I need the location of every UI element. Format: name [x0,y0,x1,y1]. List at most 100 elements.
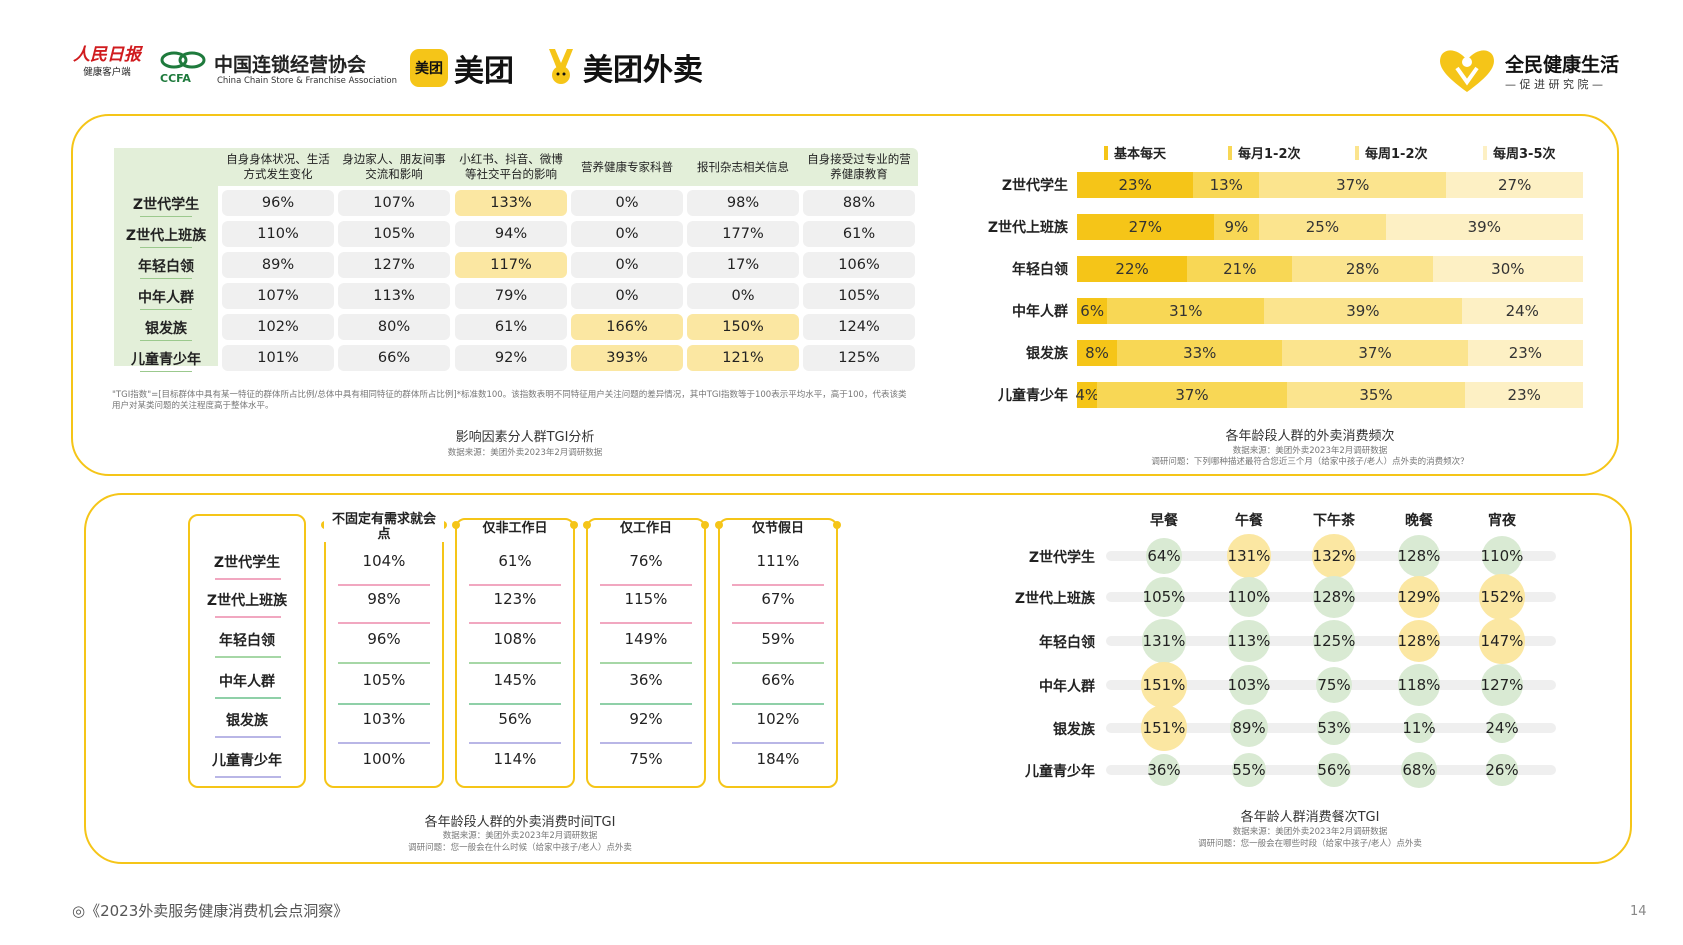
tgi-cell: 92% [455,345,567,371]
time-value-divider [338,703,430,705]
meal-bubble: 56% [1316,752,1352,788]
time-tgi-value: 96% [367,630,401,648]
freq-bar-segment: 31% [1107,298,1265,324]
time-value-divider [469,703,561,705]
freq-row-label: 银发族 [1026,346,1068,362]
ccfa-abbr: CCFA [160,72,191,85]
tgi-cell: 66% [338,345,450,371]
time-row-divider [215,776,281,778]
freq-bar-segment: 39% [1264,298,1462,324]
freq-bar-segment: 21% [1187,256,1293,282]
meal-chart-source: 数据来源：美团外卖2023年2月调研数据 [1232,827,1388,837]
freq-bar-segment: 33% [1117,340,1283,366]
meal-bubble: 26% [1485,754,1519,786]
time-value-divider [338,584,430,586]
meal-row-label: 年轻白领 [1039,635,1095,651]
corner-dot [833,521,841,529]
tgi-cell: 88% [803,190,915,216]
time-tgi-value: 67% [761,590,795,608]
freq-bar-segment: 25% [1259,214,1386,240]
time-column-header: 仅节假日 [751,521,804,536]
freq-chart-title: 各年龄段人群的外卖消费频次 [1225,429,1395,444]
tgi-cell: 0% [571,252,683,278]
time-value-divider [732,622,824,624]
freq-bar-segment: 23% [1467,340,1583,366]
tgi-cell: 117% [455,252,567,278]
tgi-row-underline [140,216,192,217]
time-tgi-value: 100% [362,750,406,768]
time-value-divider [600,584,692,586]
meal-column-header: 午餐 [1235,513,1263,529]
people-daily-sub: 健康客户端 [83,67,131,78]
tgi-cell: 94% [455,221,567,247]
time-row-label: Z世代上班族 [206,593,288,609]
legend-label: 基本每天 [1114,147,1167,162]
time-value-divider [338,742,430,744]
health-institute-sub: — 促 进 研 究 院 — [1505,78,1603,91]
time-tgi-value: 145% [493,671,537,689]
tgi-row-label: 银发族 [145,321,187,337]
time-tgi-value: 98% [367,590,401,608]
meal-bubble: 110% [1228,576,1270,618]
corner-dot [570,521,578,529]
tgi-cell: 127% [338,252,450,278]
time-tgi-value: 123% [493,590,537,608]
time-value-divider [732,662,824,664]
tgi-cell: 0% [571,221,683,247]
legend-item: 每周1-2次 [1355,143,1428,162]
meal-bubble: 147% [1479,618,1525,664]
meal-bubble: 127% [1481,663,1523,707]
freq-bar-segment: 9% [1213,214,1260,240]
time-value-divider [600,742,692,744]
tgi-cell: 61% [803,221,915,247]
time-row-divider [215,616,281,618]
freq-bar-segment: 35% [1286,382,1466,408]
tgi-column-header: 自身接受过专业的营养健康教育 [807,152,911,181]
time-value-divider [469,662,561,664]
ccfa-emblem-icon [160,51,206,69]
tgi-column-header: 报刊杂志相关信息 [697,159,789,174]
tgi-column-header: 自身身体状况、生活方式发生变化 [226,152,330,181]
tgi-cell: 96% [222,190,334,216]
meituan-logo: 美团 美团 [410,48,514,89]
tgi-cell: 113% [338,283,450,309]
meal-bubble: 129% [1397,575,1441,619]
ccfa-logo: CCFA 中国连锁经营协会 China Chain Store & Franch… [160,46,400,92]
freq-bar-segment: 37% [1282,340,1468,366]
tgi-footnote-line-2: 用户对某类问题的关注程度高于整体水平。 [112,401,274,411]
meituan-waimai-logo: 美团外卖 [543,46,703,88]
tgi-rowlabel-band [114,148,218,366]
time-tgi-value: 111% [756,552,800,570]
health-institute-logo: 全民健康生活 — 促 进 研 究 院 — [1435,46,1635,94]
time-row-divider [215,578,281,580]
time-tgi-value: 56% [498,710,532,728]
report-name: ◎《2023外卖服务健康消费机会点洞察》 [72,902,349,920]
tgi-cell: 124% [803,314,915,340]
meituan-name: 美团 [454,54,514,89]
meal-column-header: 早餐 [1150,513,1178,529]
tgi-header-band [114,148,918,186]
tgi-cell: 79% [455,283,567,309]
ccfa-en-name: China Chain Store & Franchise Associatio… [217,76,398,86]
meal-bubble: 24% [1485,712,1519,744]
time-column-header: 仅非工作日 [482,521,548,536]
meal-chart-title: 各年龄人群消费餐次TGI [1240,810,1380,825]
freq-bar-segment: 4% [1075,382,1099,408]
legend-label: 每周1-2次 [1365,147,1428,162]
time-row-label: Z世代学生 [213,555,281,571]
freq-bar-segment: 37% [1097,382,1287,408]
time-tgi-value: 76% [629,552,663,570]
kangaroo-ears-icon [549,49,573,84]
page-number: 14 [1630,904,1647,919]
meal-bubble: 132% [1312,534,1356,578]
time-value-divider [600,703,692,705]
meal-bubble: 152% [1479,574,1525,620]
corner-dot [701,521,709,529]
tgi-cell: 393% [571,345,683,371]
tgi-cell: 166% [571,314,683,340]
time-value-divider [732,703,824,705]
time-value-divider [600,622,692,624]
tgi-row-label: Z世代学生 [132,197,200,213]
meal-row-label: Z世代上班族 [1014,591,1095,607]
meal-row-label: 儿童青少年 [1025,764,1095,780]
